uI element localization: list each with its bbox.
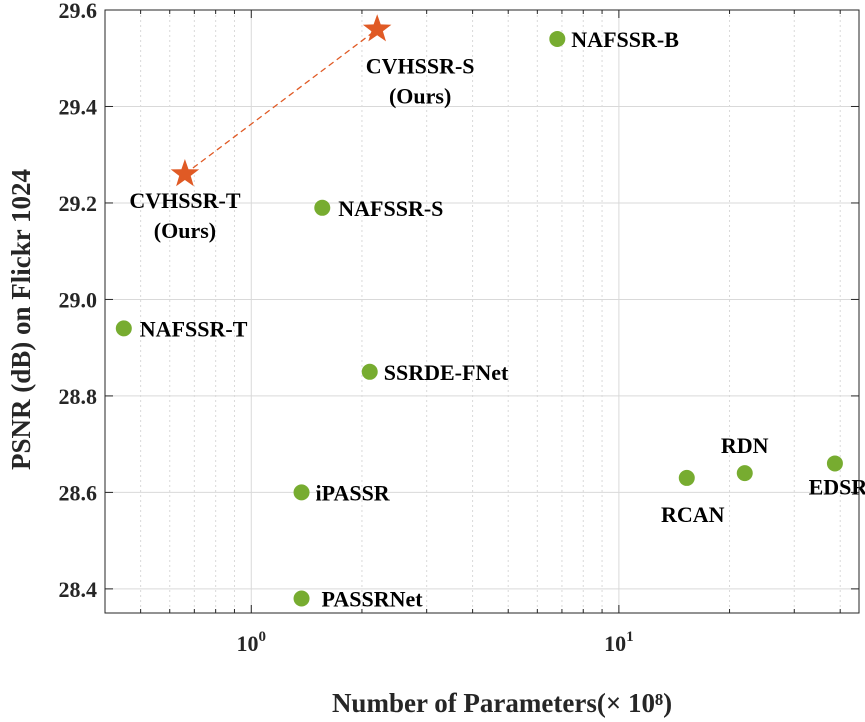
data-point bbox=[293, 590, 310, 607]
data-label: NAFSSR-S bbox=[338, 196, 443, 221]
y-tick-label: 29.6 bbox=[59, 0, 98, 23]
data-label: CVHSSR-S (Ours) bbox=[366, 53, 475, 108]
y-tick-label: 29.0 bbox=[59, 287, 98, 312]
data-point bbox=[678, 469, 695, 486]
y-tick-label: 29.4 bbox=[59, 94, 98, 119]
ours-star-point bbox=[362, 14, 392, 42]
y-tick-label: 29.2 bbox=[59, 191, 98, 216]
data-label: CVHSSR-T (Ours) bbox=[129, 188, 241, 243]
data-point bbox=[361, 363, 378, 380]
data-label: SSRDE-FNet bbox=[384, 360, 509, 385]
data-labels: NAFSSR-T NAFSSR-S NAFSSR-B SSRDE-FNet iPASSR… bbox=[129, 27, 865, 612]
data-label: RCAN bbox=[661, 502, 725, 527]
data-point bbox=[115, 320, 132, 337]
data-label: iPASSR bbox=[316, 480, 391, 505]
x-tick-label: 100 bbox=[237, 629, 267, 656]
x-tick-label: 101 bbox=[604, 629, 634, 656]
data-point bbox=[549, 30, 566, 47]
data-point bbox=[314, 199, 331, 216]
data-label: EDSR bbox=[809, 474, 865, 499]
data-label: PASSRNet bbox=[322, 587, 424, 612]
data-point bbox=[736, 465, 753, 482]
data-point bbox=[293, 484, 310, 501]
data-label: NAFSSR-B bbox=[571, 27, 679, 52]
plot-frame bbox=[104, 9, 860, 614]
data-label: RDN bbox=[721, 433, 769, 458]
y-axis-title: PSNR (dB) on Flickr 1024 bbox=[6, 169, 36, 470]
x-axis-ticks: 100 101 bbox=[237, 629, 634, 656]
data-point bbox=[826, 455, 843, 472]
x-axis-title: Number of Parameters(× 10⁸) bbox=[332, 688, 672, 718]
ours-star-point bbox=[170, 159, 200, 187]
data-label: NAFSSR-T bbox=[140, 316, 248, 341]
y-tick-label: 28.6 bbox=[59, 480, 98, 505]
y-axis-ticks: 28.4 28.6 28.8 29.0 29.2 29.4 29.6 bbox=[59, 0, 859, 602]
data-points bbox=[115, 14, 843, 607]
y-tick-label: 28.8 bbox=[59, 384, 98, 409]
ours-connector-line bbox=[184, 28, 378, 175]
y-tick-label: 28.4 bbox=[59, 577, 98, 602]
grid bbox=[104, 9, 859, 613]
